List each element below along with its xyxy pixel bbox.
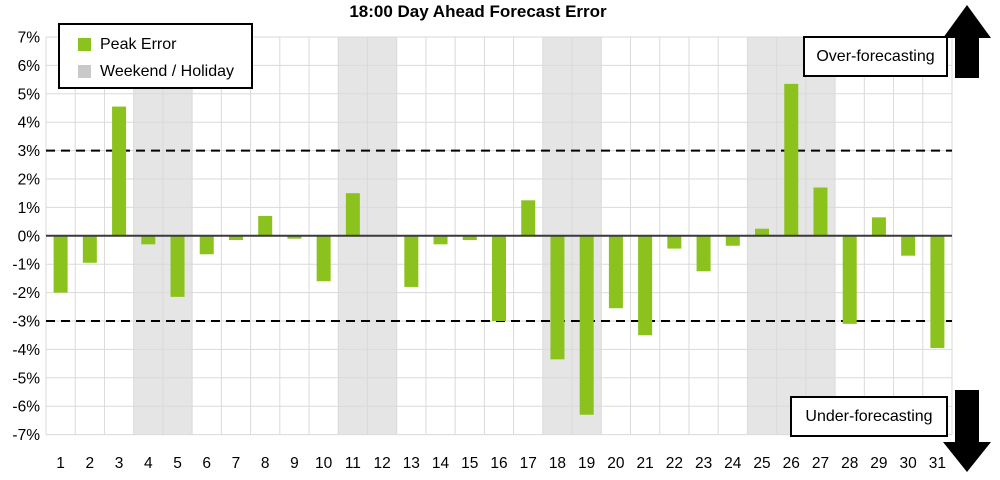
bar-day-27 <box>813 187 828 236</box>
x-tick-label: 2 <box>86 455 95 472</box>
y-tick-label: 5% <box>18 86 41 103</box>
bar-day-19 <box>579 235 594 415</box>
x-tick-label: 16 <box>490 455 507 472</box>
bar-day-14 <box>433 235 448 245</box>
bar-day-13 <box>404 235 419 287</box>
bar-day-1 <box>53 235 68 293</box>
x-tick-label: 15 <box>461 455 478 472</box>
x-tick-label: 14 <box>432 455 450 472</box>
y-tick-label: 1% <box>18 200 41 217</box>
bar-day-31 <box>930 235 945 348</box>
x-tick-label: 28 <box>841 455 858 472</box>
x-tick-label: 31 <box>929 455 946 472</box>
bar-day-23 <box>696 235 711 272</box>
x-tick-label: 4 <box>144 455 153 472</box>
y-tick-label: -6% <box>12 399 40 416</box>
x-tick-label: 25 <box>753 455 770 472</box>
y-tick-label: -2% <box>12 285 40 302</box>
y-tick-label: -4% <box>12 342 40 359</box>
legend: Peak Error Weekend / Holiday <box>58 23 253 89</box>
y-tick-label: 7% <box>18 30 41 47</box>
bar-day-11 <box>345 193 360 236</box>
bar-day-21 <box>638 235 653 336</box>
bar-day-20 <box>608 235 623 309</box>
y-tick-label: 0% <box>18 228 41 245</box>
x-tick-label: 11 <box>345 455 361 472</box>
x-tick-label: 27 <box>812 455 829 472</box>
x-tick-label: 6 <box>202 455 211 472</box>
x-tick-label: 21 <box>637 455 654 472</box>
y-tick-label: -1% <box>12 257 40 274</box>
x-tick-label: 23 <box>695 455 712 472</box>
bar-day-6 <box>199 235 214 255</box>
bar-day-15 <box>462 235 477 241</box>
bar-day-18 <box>550 235 565 360</box>
y-tick-label: 2% <box>18 172 41 189</box>
up-arrow-icon <box>943 5 991 78</box>
peak-error-swatch-icon <box>78 38 91 51</box>
bar-day-28 <box>842 235 857 324</box>
bar-day-4 <box>141 235 156 245</box>
bar-day-9 <box>287 235 302 239</box>
x-tick-label: 17 <box>520 455 537 472</box>
down-arrow-icon <box>943 390 991 472</box>
y-tick-label: -3% <box>12 314 40 331</box>
x-tick-label: 13 <box>403 455 420 472</box>
bar-day-26 <box>784 83 799 236</box>
bar-day-24 <box>725 235 740 246</box>
bar-day-22 <box>667 235 682 249</box>
y-tick-label: 3% <box>18 143 41 160</box>
x-tick-label: 7 <box>232 455 241 472</box>
x-tick-label: 18 <box>549 455 566 472</box>
chart-title: 18:00 Day Ahead Forecast Error <box>349 2 607 21</box>
legend-label-peak-error: Peak Error <box>100 35 177 53</box>
bar-day-25 <box>755 228 770 236</box>
x-tick-label: 1 <box>56 455 65 472</box>
y-tick-label: -5% <box>12 370 40 387</box>
x-tick-label: 24 <box>724 455 742 472</box>
bar-day-17 <box>521 200 536 236</box>
x-tick-label: 30 <box>900 455 918 472</box>
weekend-holiday-swatch-icon <box>78 65 91 78</box>
bar-day-16 <box>492 235 506 321</box>
legend-label-weekend-holiday: Weekend / Holiday <box>100 62 234 80</box>
y-tick-label: 6% <box>18 58 41 75</box>
y-tick-label: 4% <box>18 115 41 132</box>
x-tick-label: 9 <box>290 455 299 472</box>
x-tick-label: 5 <box>173 455 182 472</box>
bar-day-5 <box>170 235 185 297</box>
x-tick-label: 19 <box>578 455 595 472</box>
y-tick-label: -7% <box>12 427 40 444</box>
legend-item-peak-error: Peak Error <box>78 31 251 58</box>
x-tick-label: 29 <box>870 455 887 472</box>
x-tick-label: 8 <box>261 455 270 472</box>
x-tick-label: 10 <box>315 455 333 472</box>
bar-day-30 <box>901 235 916 256</box>
under-forecasting-label: Under-forecasting <box>790 396 948 437</box>
bar-day-3 <box>112 106 127 236</box>
bar-day-8 <box>258 215 273 236</box>
bar-day-29 <box>871 217 886 236</box>
x-tick-label: 3 <box>115 455 124 472</box>
x-tick-label: 12 <box>373 455 390 472</box>
bar-day-7 <box>228 235 243 241</box>
bar-day-2 <box>82 235 97 263</box>
legend-item-weekend-holiday: Weekend / Holiday <box>78 58 251 85</box>
over-forecasting-label: Over-forecasting <box>803 36 948 77</box>
x-tick-label: 22 <box>666 455 683 472</box>
x-tick-label: 26 <box>783 455 800 472</box>
x-tick-label: 20 <box>607 455 625 472</box>
bar-day-10 <box>316 235 331 282</box>
